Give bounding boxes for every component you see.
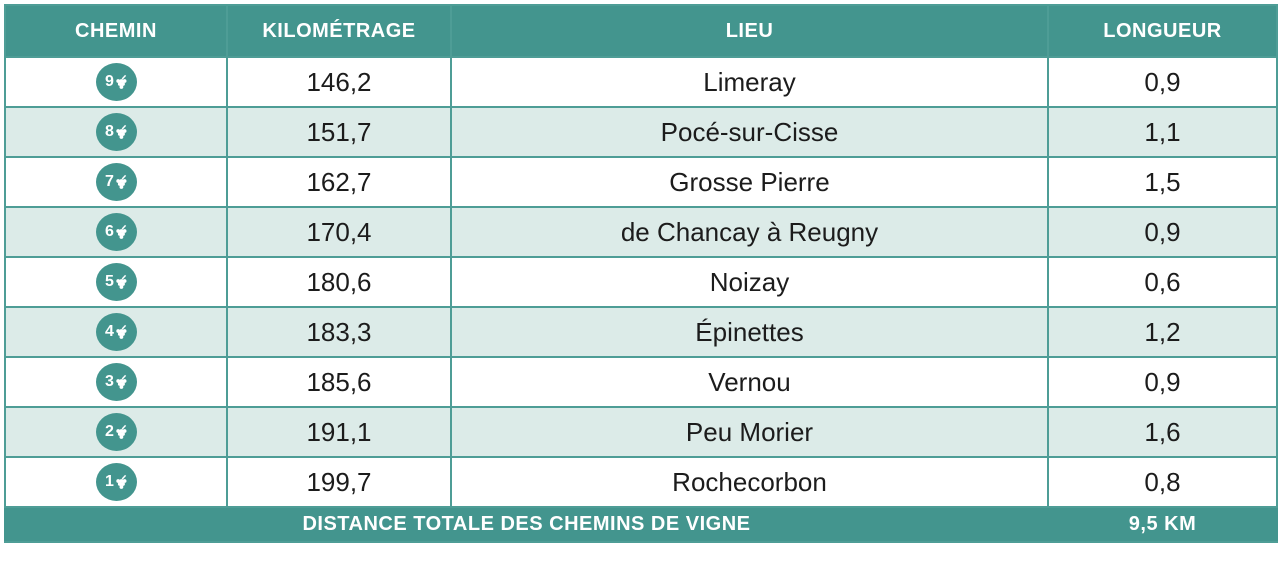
- cell-chemin: 9: [4, 56, 228, 108]
- vine-paths-table: CHEMIN KILOMÉTRAGE LIEU LONGUEUR 9 146,2…: [4, 4, 1278, 543]
- cell-chemin: 1: [4, 456, 228, 508]
- cell-kilometrage: 183,3: [226, 306, 452, 358]
- badge-number: 8: [105, 123, 114, 140]
- table-row: 1 199,7 Rochecorbon 0,8: [4, 456, 1278, 508]
- footer-row: DISTANCE TOTALE DES CHEMINS DE VIGNE 9,5…: [4, 506, 1278, 543]
- grape-bunch-icon: [116, 74, 127, 89]
- footer-total-value: 9,5 KM: [1047, 506, 1278, 543]
- table-row: 9 146,2 Limeray 0,9: [4, 56, 1278, 108]
- table-row: 8 151,7 Pocé-sur-Cisse 1,1: [4, 106, 1278, 158]
- badge-number: 9: [105, 73, 114, 90]
- badge-number: 3: [105, 373, 114, 390]
- grape-bunch-icon: [116, 474, 127, 489]
- table-row: 4 183,3 Épinettes 1,2: [4, 306, 1278, 358]
- cell-longueur: 1,6: [1047, 406, 1278, 458]
- cell-lieu: Peu Morier: [450, 406, 1049, 458]
- cell-longueur: 1,1: [1047, 106, 1278, 158]
- cell-kilometrage: 180,6: [226, 256, 452, 308]
- chemin-badge: 2: [95, 413, 137, 451]
- cell-chemin: 7: [4, 156, 228, 208]
- cell-kilometrage: 185,6: [226, 356, 452, 408]
- cell-lieu: Pocé-sur-Cisse: [450, 106, 1049, 158]
- chemin-badge: 7: [95, 163, 137, 201]
- badge-number: 7: [105, 173, 114, 190]
- chemin-badge: 9: [95, 63, 137, 101]
- cell-lieu: Limeray: [450, 56, 1049, 108]
- cell-chemin: 4: [4, 306, 228, 358]
- chemin-badge: 5: [95, 263, 137, 301]
- chemin-badge: 4: [95, 313, 137, 351]
- badge-number: 6: [105, 223, 114, 240]
- table-row: 3 185,6 Vernou 0,9: [4, 356, 1278, 408]
- grape-bunch-icon: [116, 374, 127, 389]
- grape-bunch-icon: [116, 274, 127, 289]
- cell-lieu: de Chancay à Reugny: [450, 206, 1049, 258]
- cell-lieu: Épinettes: [450, 306, 1049, 358]
- grape-bunch-icon: [116, 324, 127, 339]
- column-header-chemin: CHEMIN: [4, 4, 228, 58]
- cell-kilometrage: 199,7: [226, 456, 452, 508]
- cell-longueur: 0,6: [1047, 256, 1278, 308]
- cell-chemin: 6: [4, 206, 228, 258]
- table-row: 5 180,6 Noizay 0,6: [4, 256, 1278, 308]
- cell-chemin: 3: [4, 356, 228, 408]
- cell-kilometrage: 146,2: [226, 56, 452, 108]
- grape-bunch-icon: [116, 224, 127, 239]
- cell-lieu: Grosse Pierre: [450, 156, 1049, 208]
- badge-number: 2: [105, 423, 114, 440]
- table-body: 9 146,2 Limeray 0,9 8 151,7 Pocé-sur-Cis…: [4, 56, 1278, 508]
- cell-chemin: 5: [4, 256, 228, 308]
- column-header-kilometrage: KILOMÉTRAGE: [226, 4, 452, 58]
- table-row: 7 162,7 Grosse Pierre 1,5: [4, 156, 1278, 208]
- grape-bunch-icon: [116, 424, 127, 439]
- header-row: CHEMIN KILOMÉTRAGE LIEU LONGUEUR: [4, 4, 1278, 58]
- column-header-longueur: LONGUEUR: [1047, 4, 1278, 58]
- cell-kilometrage: 170,4: [226, 206, 452, 258]
- chemin-badge: 3: [95, 363, 137, 401]
- cell-kilometrage: 162,7: [226, 156, 452, 208]
- table-footer: DISTANCE TOTALE DES CHEMINS DE VIGNE 9,5…: [4, 506, 1278, 543]
- cell-longueur: 0,9: [1047, 206, 1278, 258]
- cell-longueur: 1,2: [1047, 306, 1278, 358]
- chemin-badge: 6: [95, 213, 137, 251]
- cell-chemin: 2: [4, 406, 228, 458]
- cell-longueur: 0,9: [1047, 356, 1278, 408]
- cell-kilometrage: 151,7: [226, 106, 452, 158]
- cell-lieu: Rochecorbon: [450, 456, 1049, 508]
- badge-number: 1: [105, 473, 114, 490]
- footer-total-label: DISTANCE TOTALE DES CHEMINS DE VIGNE: [4, 506, 1049, 543]
- cell-lieu: Noizay: [450, 256, 1049, 308]
- cell-longueur: 0,8: [1047, 456, 1278, 508]
- badge-number: 5: [105, 273, 114, 290]
- grape-bunch-icon: [116, 124, 127, 139]
- table-row: 2 191,1 Peu Morier 1,6: [4, 406, 1278, 458]
- table-header: CHEMIN KILOMÉTRAGE LIEU LONGUEUR: [4, 4, 1278, 58]
- cell-longueur: 1,5: [1047, 156, 1278, 208]
- cell-kilometrage: 191,1: [226, 406, 452, 458]
- chemin-badge: 1: [95, 463, 137, 501]
- cell-chemin: 8: [4, 106, 228, 158]
- grape-bunch-icon: [116, 174, 127, 189]
- badge-number: 4: [105, 323, 114, 340]
- cell-longueur: 0,9: [1047, 56, 1278, 108]
- chemin-badge: 8: [95, 113, 137, 151]
- table-row: 6 170,4 de Chancay à Reugny 0,9: [4, 206, 1278, 258]
- cell-lieu: Vernou: [450, 356, 1049, 408]
- column-header-lieu: LIEU: [450, 4, 1049, 58]
